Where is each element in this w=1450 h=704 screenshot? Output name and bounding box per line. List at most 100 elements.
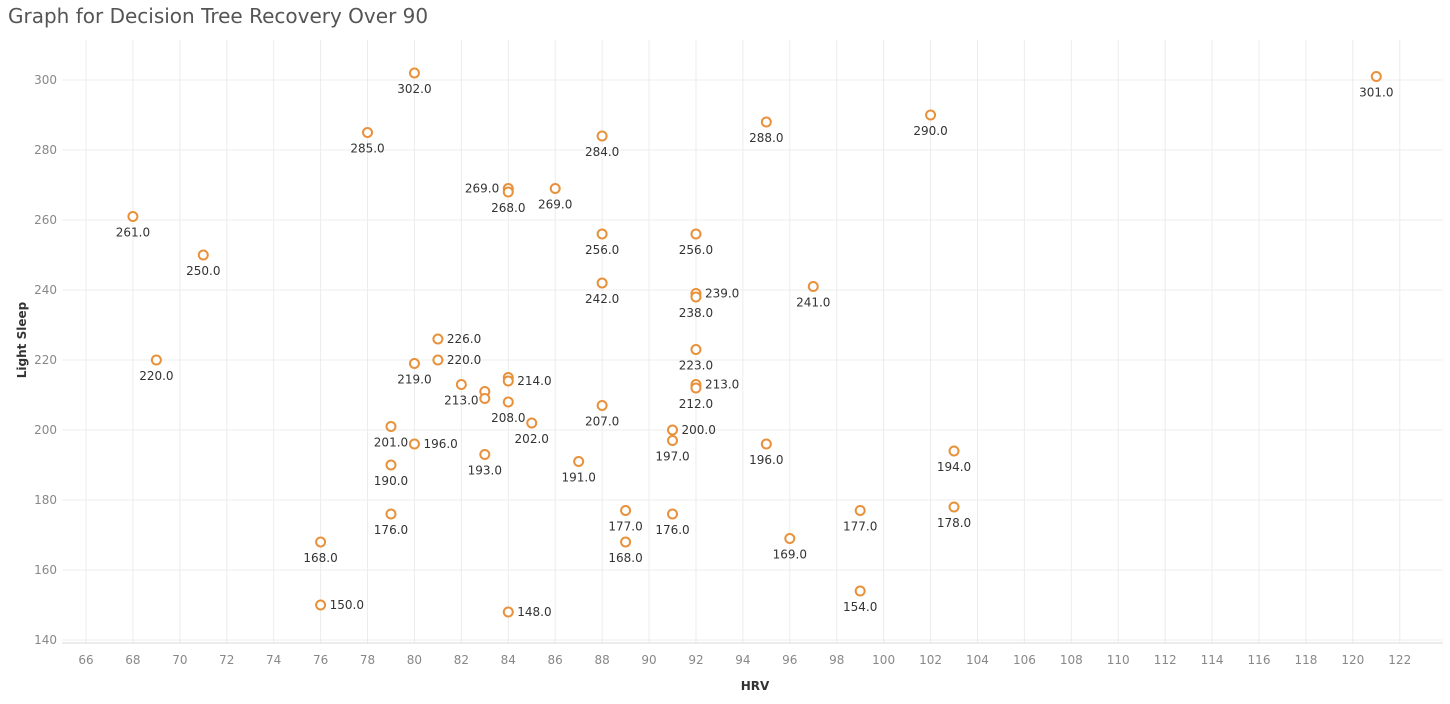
- data-point: [362, 127, 374, 138]
- data-point: [667, 424, 678, 436]
- data-point: [408, 67, 420, 79]
- x-tick-label: 80: [407, 653, 422, 667]
- data-label: 213.0: [444, 394, 478, 408]
- x-tick-label: 68: [125, 653, 140, 667]
- data-label: 176.0: [655, 523, 689, 537]
- x-tick-label: 66: [78, 653, 93, 667]
- data-label: 169.0: [773, 548, 807, 562]
- data-points: [127, 67, 1382, 618]
- x-tick-label: 82: [454, 653, 469, 667]
- x-tick-label: 94: [735, 653, 750, 667]
- data-label: 212.0: [679, 397, 713, 411]
- data-label: 220.0: [447, 353, 481, 367]
- data-label: 150.0: [330, 598, 364, 612]
- data-point: [620, 536, 632, 548]
- data-label: 238.0: [679, 306, 713, 320]
- data-point: [667, 435, 678, 446]
- data-label: 178.0: [937, 516, 971, 530]
- data-point: [854, 505, 866, 516]
- x-tick-label: 112: [1154, 653, 1177, 667]
- data-label: 196.0: [749, 453, 783, 467]
- data-label: 154.0: [843, 600, 877, 614]
- data-point: [408, 438, 420, 450]
- data-point: [854, 585, 866, 597]
- x-tick-label: 106: [1013, 653, 1036, 667]
- data-point: [1370, 71, 1382, 82]
- y-tick-label: 240: [34, 283, 57, 297]
- data-label: 214.0: [517, 374, 551, 388]
- x-tick-label: 72: [219, 653, 234, 667]
- y-tick-label: 160: [34, 563, 57, 577]
- x-tick-label: 114: [1201, 653, 1224, 667]
- x-tick-label: 70: [172, 653, 187, 667]
- x-tick-label: 110: [1107, 653, 1130, 667]
- data-point: [385, 459, 397, 471]
- data-label: 168.0: [303, 551, 337, 565]
- data-point: [596, 277, 608, 289]
- data-point: [690, 382, 702, 394]
- data-point: [479, 449, 491, 460]
- data-point: [455, 379, 467, 390]
- x-tick-label: 100: [872, 653, 895, 667]
- data-point: [315, 599, 327, 611]
- y-tick-label: 280: [34, 143, 57, 157]
- data-label: 207.0: [585, 415, 619, 429]
- x-tick-label: 122: [1388, 653, 1411, 667]
- data-labels: 302.0 301.0 290.0 288.0 285.0 284.0 269.0 268.0…: [116, 82, 1394, 619]
- data-label: 201.0: [374, 436, 408, 450]
- data-label: 284.0: [585, 145, 619, 159]
- data-point: [620, 505, 632, 516]
- data-label: 168.0: [608, 551, 642, 565]
- y-tick-label: 260: [34, 213, 57, 227]
- data-point: [948, 445, 960, 457]
- data-label: 256.0: [679, 243, 713, 257]
- data-label: 220.0: [139, 369, 173, 383]
- data-label: 285.0: [350, 142, 384, 156]
- data-point: [315, 536, 327, 548]
- data-label: 177.0: [608, 520, 642, 534]
- data-point: [784, 533, 796, 544]
- data-point: [502, 375, 514, 387]
- data-label: 148.0: [517, 605, 551, 619]
- data-label: 190.0: [374, 474, 408, 488]
- data-label: 191.0: [561, 471, 595, 485]
- axis-ticks: 66 68 70 72 74 76 78 80 82 84 86 88 90 92 94 96 98 100 102…: [34, 73, 1411, 667]
- data-label: 208.0: [491, 411, 525, 425]
- data-label: 242.0: [585, 292, 619, 306]
- y-axis-title: Light Sleep: [15, 301, 29, 378]
- x-tick-label: 76: [313, 653, 328, 667]
- x-tick-label: 86: [548, 653, 563, 667]
- y-tick-label: 220: [34, 353, 57, 367]
- data-point: [807, 281, 819, 292]
- data-point: [432, 354, 444, 366]
- data-label: 241.0: [796, 296, 830, 310]
- data-point: [948, 501, 960, 513]
- data-point: [690, 344, 702, 355]
- x-tick-label: 92: [688, 653, 703, 667]
- data-label: 219.0: [397, 373, 431, 387]
- data-point: [432, 333, 444, 345]
- data-point: [925, 109, 937, 121]
- data-point: [573, 456, 585, 467]
- x-tick-label: 74: [266, 653, 281, 667]
- y-tick-label: 300: [34, 73, 57, 87]
- data-label: 193.0: [468, 464, 502, 478]
- gridlines: [62, 40, 1443, 644]
- data-point: [526, 417, 538, 429]
- data-point: [596, 228, 608, 240]
- x-tick-label: 108: [1060, 653, 1083, 667]
- data-label: 202.0: [515, 432, 549, 446]
- data-label: 177.0: [843, 520, 877, 534]
- data-point: [667, 508, 678, 520]
- data-label: 176.0: [374, 523, 408, 537]
- data-point: [549, 183, 561, 194]
- x-tick-label: 116: [1248, 653, 1271, 667]
- data-label: 261.0: [116, 226, 150, 240]
- data-label: 239.0: [705, 287, 739, 301]
- data-point: [127, 211, 139, 222]
- x-axis-title: HRV: [741, 679, 770, 693]
- data-label: 302.0: [397, 82, 431, 96]
- data-label: 194.0: [937, 460, 971, 474]
- data-label: 196.0: [423, 437, 457, 451]
